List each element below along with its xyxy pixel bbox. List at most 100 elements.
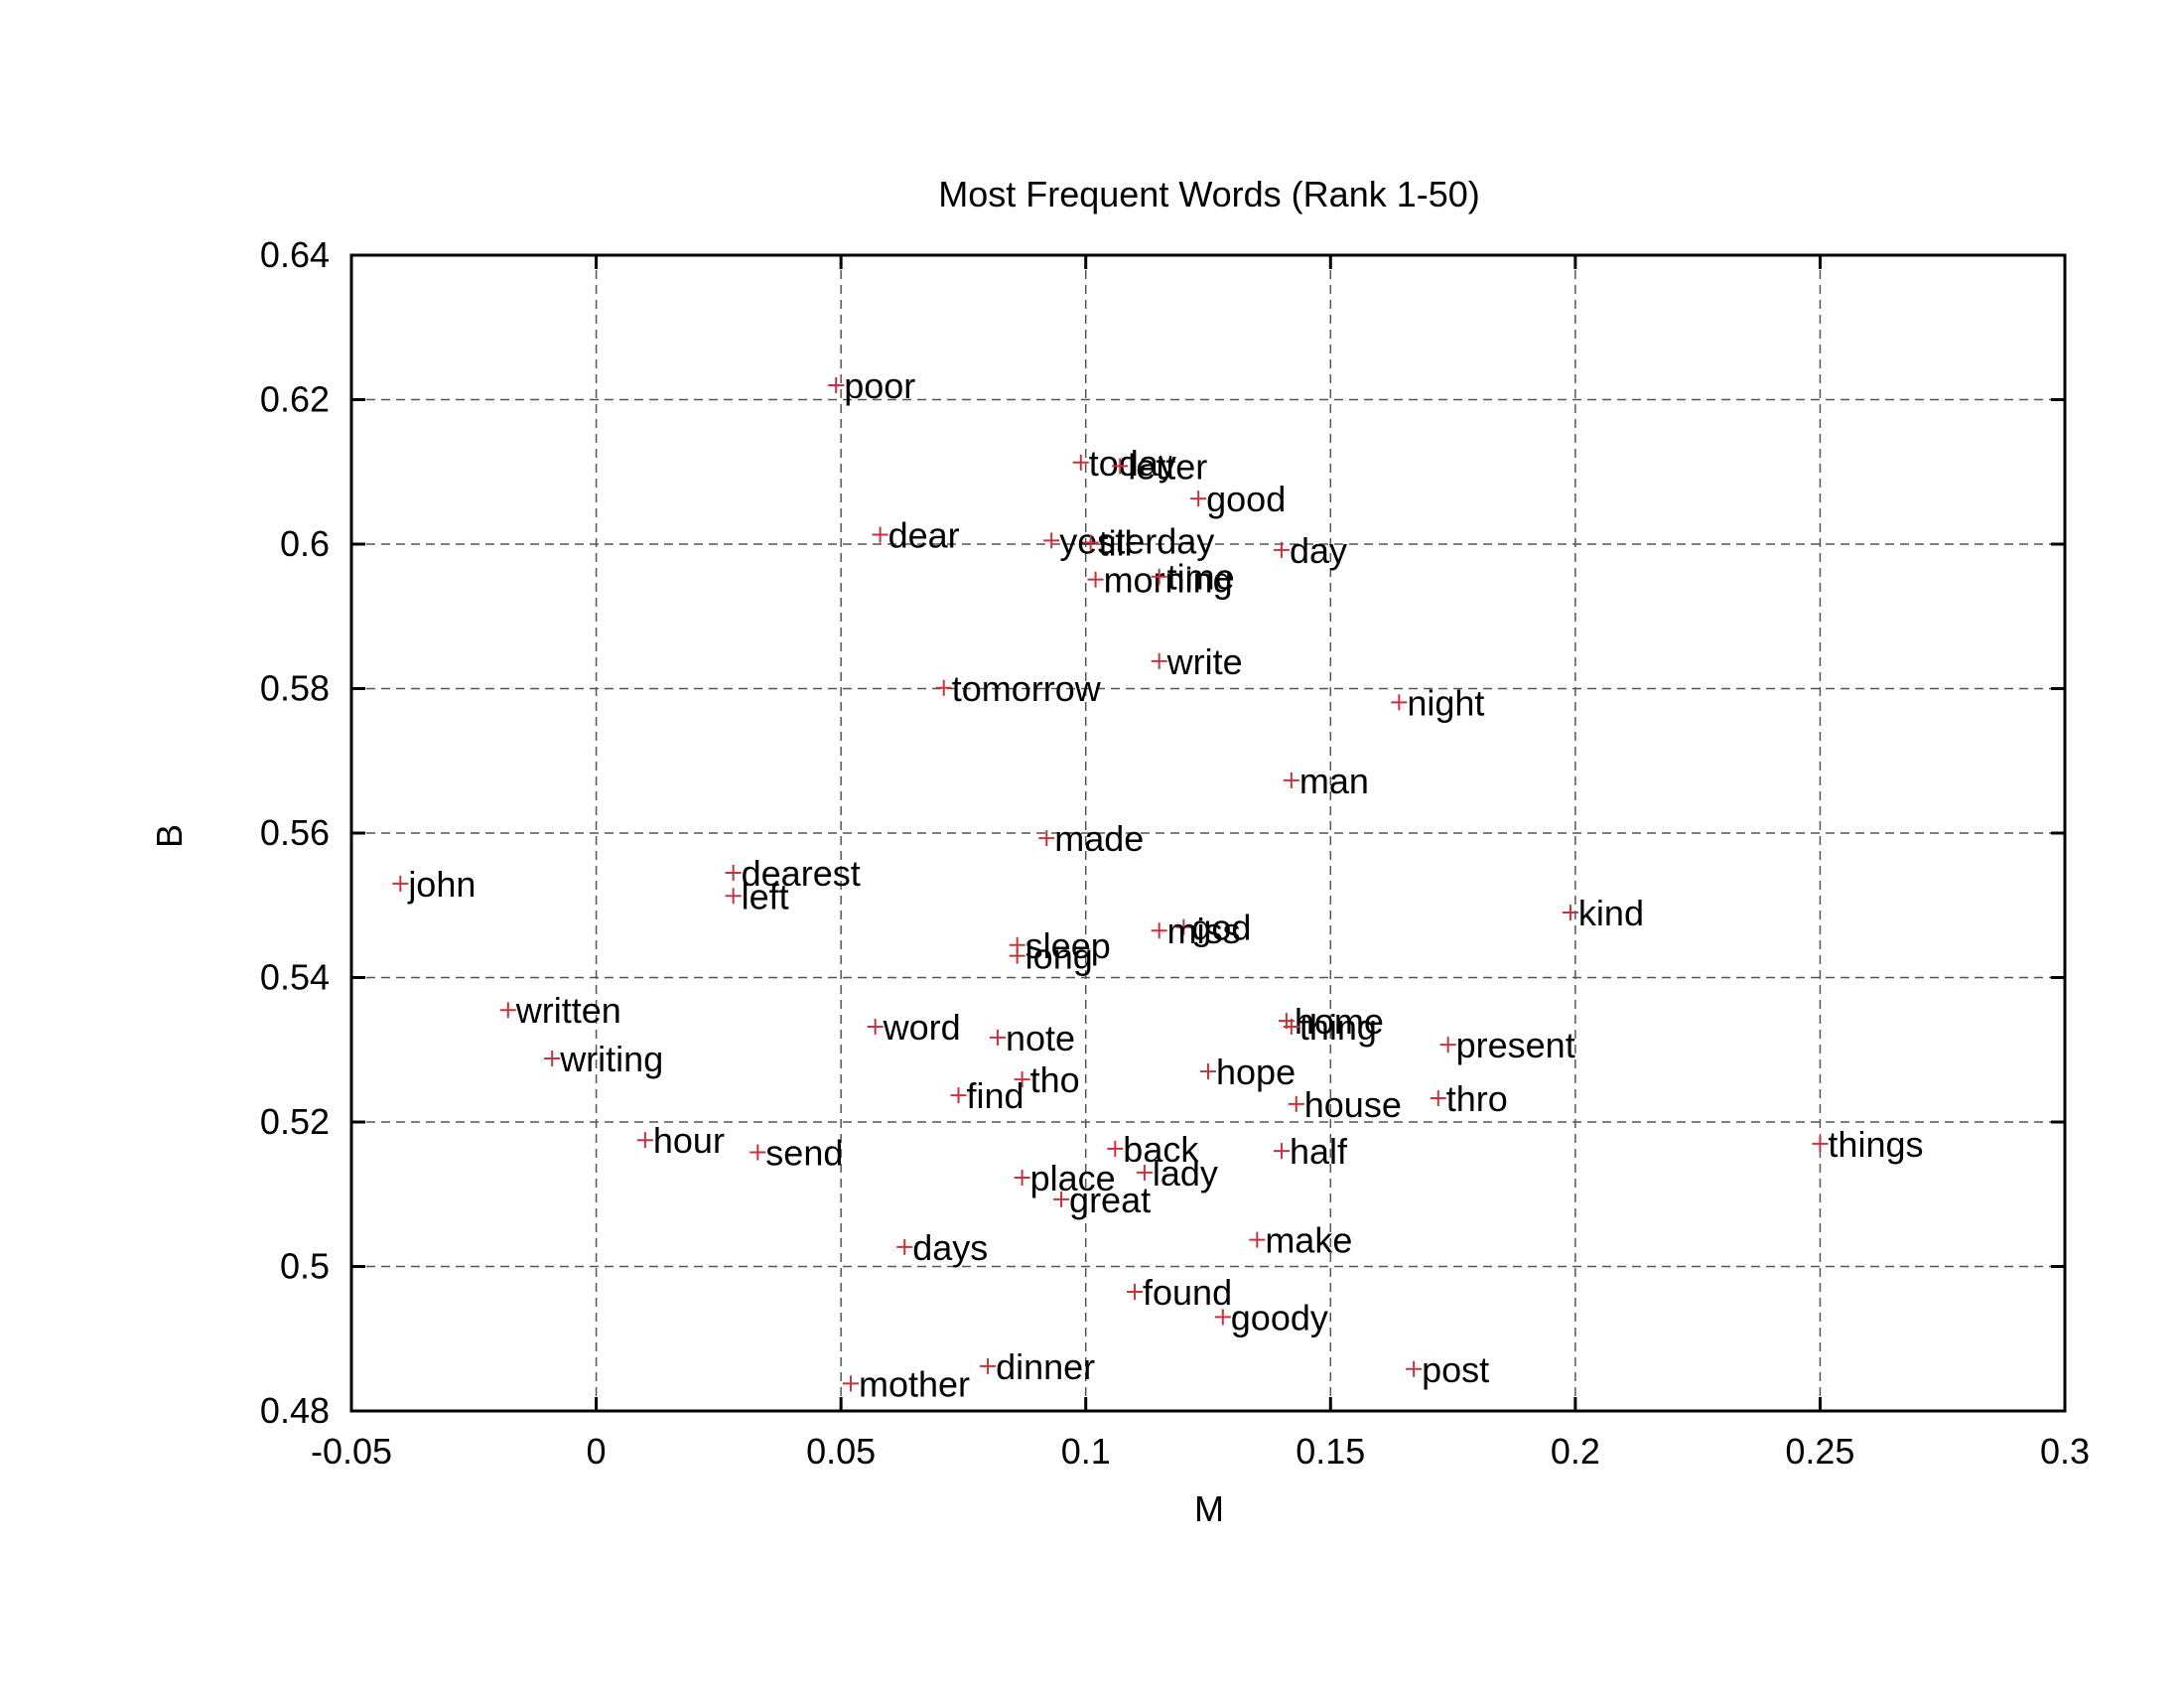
plus-marker (1430, 1089, 1446, 1106)
chart-title: Most Frequent Words (Rank 1-50) (938, 174, 1480, 214)
point-label: thing (1299, 1007, 1377, 1048)
point-label: written (515, 990, 621, 1031)
point-label: dinner (996, 1346, 1095, 1387)
data-point: hour (636, 1120, 725, 1161)
plus-marker (1391, 694, 1408, 711)
data-point: goody (1214, 1297, 1328, 1337)
data-point: found (1127, 1272, 1232, 1313)
data-point: things (1812, 1124, 1924, 1165)
point-label: things (1828, 1124, 1923, 1165)
plus-marker (950, 1087, 967, 1104)
plot-frame (349, 253, 2067, 1413)
plus-marker (392, 875, 409, 892)
point-label: good (1206, 479, 1286, 519)
plus-marker (1175, 918, 1192, 935)
point-label: great (1069, 1180, 1151, 1220)
plus-marker (544, 1050, 561, 1066)
y-tick-label: 0.52 (260, 1101, 330, 1142)
x-tick-label: 0.1 (1061, 1431, 1111, 1472)
plus-marker (1283, 1018, 1299, 1035)
point-label: miss (1167, 911, 1241, 951)
y-tick-label: 0.6 (280, 523, 330, 564)
plus-marker (867, 1018, 884, 1035)
plus-marker (1200, 1063, 1216, 1080)
data-point: made (1038, 818, 1144, 859)
point-label: half (1290, 1131, 1348, 1172)
point-label: make (1265, 1220, 1352, 1261)
data-point: half (1273, 1131, 1348, 1172)
data-point: left (725, 876, 789, 916)
data-point: thro (1430, 1078, 1508, 1119)
plus-marker (725, 888, 742, 905)
plus-marker (1072, 454, 1089, 471)
data-point: john (392, 864, 476, 905)
point-label: tomorrow (952, 668, 1102, 709)
data-point: man (1283, 761, 1369, 801)
point-label: left (742, 876, 789, 916)
point-label: send (765, 1133, 843, 1174)
x-tick-labels: -0.05 0 0.05 0.1 0.15 0.2 0.25 0.3 (311, 1431, 2090, 1472)
point-label: writing (559, 1039, 663, 1079)
point-label: house (1304, 1084, 1402, 1125)
data-point: today (1072, 443, 1176, 484)
plus-marker (750, 1144, 766, 1161)
point-label: night (1407, 682, 1484, 723)
y-tick-label: 0.54 (260, 957, 330, 998)
data-point: word (867, 1007, 961, 1048)
plus-marker (1288, 1095, 1304, 1112)
plus-marker (1406, 1360, 1423, 1377)
plus-marker (1014, 1170, 1030, 1187)
point-label: till (1099, 523, 1133, 564)
data-point: tomorrow (935, 668, 1102, 709)
data-point: hope (1200, 1052, 1296, 1092)
data-point: present (1439, 1025, 1575, 1065)
data-point: night (1391, 682, 1484, 723)
data-point: dinner (980, 1346, 1095, 1387)
y-tick-label: 0.48 (260, 1390, 330, 1431)
point-label: letter (1128, 446, 1207, 487)
point-label: find (966, 1075, 1024, 1116)
plus-marker (725, 865, 742, 882)
point-label: dearest (742, 853, 861, 894)
plus-marker (896, 1238, 913, 1255)
plus-marker (1151, 568, 1167, 585)
point-label: present (1456, 1025, 1575, 1065)
point-label: home (1295, 1001, 1384, 1042)
plus-marker (1009, 947, 1025, 964)
data-point: thing (1283, 1007, 1377, 1048)
plus-marker (843, 1375, 860, 1392)
plus-marker (1562, 905, 1578, 921)
point-label: sleep (1025, 925, 1111, 966)
data-point: letter (1112, 446, 1207, 487)
data-point: back (1107, 1129, 1199, 1170)
data-point: day (1273, 530, 1347, 571)
plus-marker (1190, 491, 1207, 507)
data-point: poor (828, 365, 915, 406)
plus-marker (1812, 1135, 1829, 1152)
point-label: place (1030, 1158, 1116, 1198)
data-point: yesterday (1043, 520, 1214, 561)
data-point: dear (872, 515, 960, 556)
point-label: god (1191, 908, 1251, 948)
point-label: man (1299, 761, 1369, 801)
point-label: poor (844, 365, 915, 406)
data-point: make (1249, 1220, 1352, 1261)
data-point: place (1014, 1158, 1116, 1198)
data-point: home (1278, 1001, 1384, 1042)
x-tick-label: 0.05 (806, 1431, 876, 1472)
point-label: hour (653, 1120, 725, 1161)
point-label: john (407, 864, 476, 905)
data-point: good (1190, 479, 1286, 519)
data-point: post (1406, 1349, 1489, 1390)
data-point: write (1151, 641, 1243, 682)
plus-marker (828, 376, 845, 393)
point-label: found (1143, 1272, 1232, 1313)
point-label: day (1290, 530, 1347, 571)
point-label: mother (859, 1363, 970, 1404)
point-label: days (912, 1227, 988, 1268)
point-label: hope (1216, 1052, 1296, 1092)
point-label: thro (1446, 1078, 1508, 1119)
y-tick-label: 0.58 (260, 668, 330, 709)
